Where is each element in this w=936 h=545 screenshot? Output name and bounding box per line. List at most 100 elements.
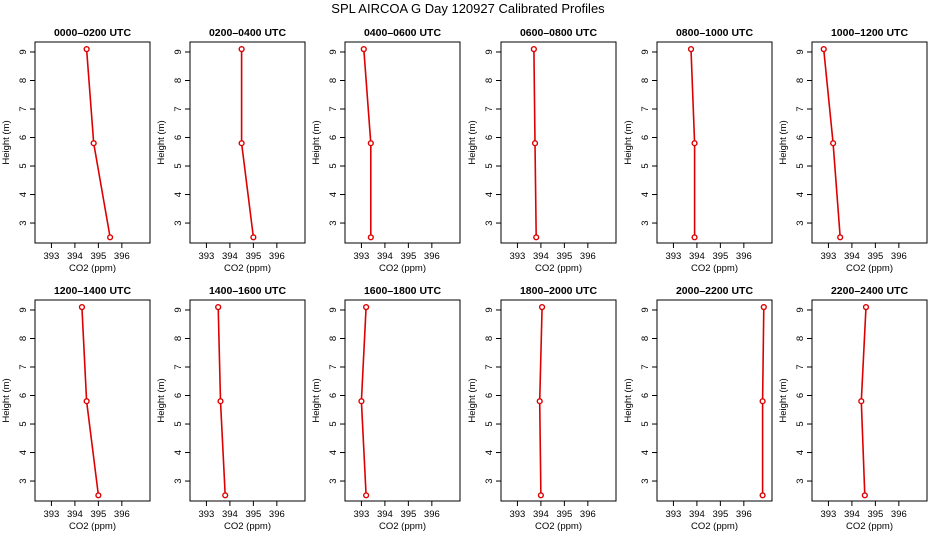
data-point [83, 398, 90, 405]
y-tick-label: 5 [328, 163, 339, 168]
x-tick-label: 393 [509, 509, 525, 520]
x-tick-label: 394 [844, 509, 860, 520]
data-point [858, 398, 865, 405]
plot-frame [500, 41, 617, 244]
data-point [861, 492, 868, 499]
y-tick-label: 5 [795, 163, 806, 168]
data-point [107, 234, 114, 241]
x-tick-label: 394 [67, 251, 83, 262]
y-tick-label: 7 [795, 106, 806, 111]
data-point [533, 234, 540, 241]
y-tick-label: 3 [173, 220, 184, 225]
data-point [215, 304, 222, 311]
x-tick-label: 393 [509, 251, 525, 262]
data-point [538, 304, 546, 311]
data-point [862, 304, 870, 311]
data-point [537, 492, 544, 499]
x-axis-label: CO2 (ppm) [379, 263, 426, 274]
y-axis-label: Height (m) [156, 378, 167, 422]
y-tick-label: 8 [484, 78, 495, 83]
data-point [536, 398, 543, 405]
y-tick-label: 5 [173, 163, 184, 168]
panel-12: 2200–2400 UTC 393 394 395 396 3 4 5 6 7 8 9 CO2 (ppm… [778, 285, 928, 532]
data-point [530, 46, 537, 53]
x-tick-label: 396 [269, 251, 285, 262]
data-point [90, 140, 97, 147]
y-tick-label: 9 [173, 49, 184, 54]
x-axis-label: CO2 (ppm) [691, 263, 738, 274]
y-tick-label: 5 [18, 163, 29, 168]
y-tick-label: 8 [328, 336, 339, 341]
x-tick-label: 394 [67, 509, 83, 520]
plot-frame [344, 299, 461, 502]
y-tick-label: 5 [640, 421, 651, 426]
data-point [358, 398, 365, 405]
data-point [217, 398, 224, 405]
y-tick-label: 3 [484, 220, 495, 225]
y-tick-label: 4 [173, 192, 184, 197]
data-point [238, 140, 245, 147]
plot-frame [189, 299, 306, 502]
y-tick-label: 8 [484, 336, 495, 341]
y-tick-label: 6 [795, 135, 806, 140]
x-tick-label: 394 [222, 509, 238, 520]
data-point [367, 140, 374, 147]
x-tick-label: 394 [222, 251, 238, 262]
x-tick-label: 394 [689, 251, 705, 262]
y-tick-label: 6 [795, 393, 806, 398]
y-axis-label: Height (m) [623, 378, 634, 422]
x-tick-label: 396 [424, 251, 440, 262]
y-tick-label: 4 [484, 192, 495, 197]
x-tick-label: 395 [556, 251, 572, 262]
data-point [759, 398, 766, 405]
panel-title: 1400–1600 UTC [209, 285, 286, 297]
panel-title: 0800–1000 UTC [676, 27, 753, 39]
panel-3: 0400–0600 UTC 393 394 395 396 3 4 5 6 7 8 9 CO2 (ppm… [311, 27, 461, 274]
x-tick-label: 396 [114, 509, 130, 520]
x-axis-label: CO2 (ppm) [69, 263, 116, 274]
panel-5: 0800–1000 UTC 393 394 395 396 3 4 5 6 7 8 9 CO2 (ppm… [623, 27, 773, 274]
data-point [760, 304, 767, 311]
panel-title: 2000–2200 UTC [676, 285, 753, 297]
x-tick-label: 393 [43, 251, 59, 262]
y-tick-label: 4 [484, 450, 495, 455]
x-tick-label: 393 [353, 251, 369, 262]
y-tick-label: 6 [173, 393, 184, 398]
data-point [363, 304, 370, 311]
x-tick-label: 393 [665, 251, 681, 262]
y-tick-label: 6 [328, 393, 339, 398]
data-point [83, 46, 90, 53]
y-tick-label: 3 [795, 220, 806, 225]
x-tick-label: 393 [198, 509, 214, 520]
x-axis-label: CO2 (ppm) [69, 521, 116, 532]
y-tick-label: 9 [18, 49, 29, 54]
panel-8: 1400–1600 UTC 393 394 395 396 3 4 5 6 7 8 9 CO2 (ppm… [156, 285, 306, 532]
x-tick-label: 395 [400, 509, 416, 520]
y-tick-label: 4 [795, 192, 806, 197]
x-tick-label: 394 [377, 509, 393, 520]
x-tick-label: 396 [424, 509, 440, 520]
y-tick-label: 7 [173, 106, 184, 111]
data-point [691, 234, 698, 241]
y-axis-label: Height (m) [311, 120, 322, 164]
y-tick-label: 3 [18, 220, 29, 225]
y-tick-label: 8 [18, 78, 29, 83]
y-tick-label: 9 [795, 49, 806, 54]
y-tick-label: 7 [484, 106, 495, 111]
y-axis-label: Height (m) [1, 120, 12, 164]
plot-frame [189, 41, 306, 244]
y-tick-label: 8 [173, 336, 184, 341]
x-tick-label: 395 [712, 509, 728, 520]
data-point [363, 492, 370, 499]
data-point [759, 492, 766, 499]
x-axis-label: CO2 (ppm) [846, 521, 893, 532]
y-tick-label: 8 [328, 78, 339, 83]
x-tick-label: 393 [820, 509, 836, 520]
y-tick-label: 5 [328, 421, 339, 426]
plot-frame [344, 41, 461, 244]
y-tick-label: 9 [484, 307, 495, 312]
x-tick-label: 393 [43, 509, 59, 520]
panel-title: 0200–0400 UTC [209, 27, 286, 39]
